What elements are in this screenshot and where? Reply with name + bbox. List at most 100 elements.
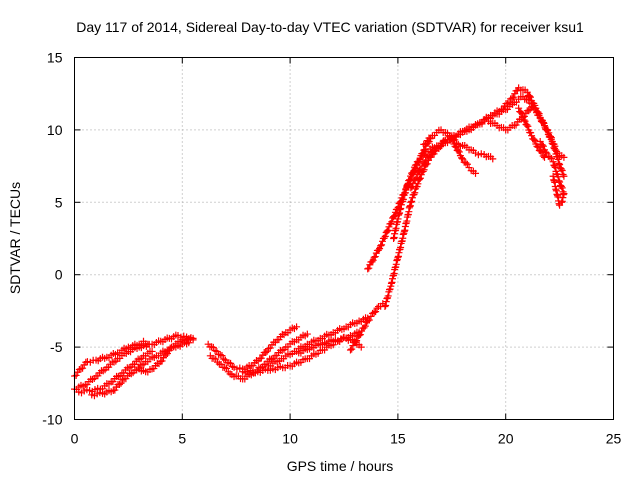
data-point <box>414 180 422 188</box>
data-point <box>536 114 544 122</box>
data-point <box>503 105 511 113</box>
data-point <box>374 246 382 254</box>
data-point <box>75 366 83 374</box>
data-point <box>458 154 466 162</box>
data-point <box>409 169 417 177</box>
plot-frame <box>74 57 614 420</box>
satellite-track-16 <box>407 93 568 192</box>
data-point <box>524 96 532 104</box>
data-point <box>218 352 226 360</box>
data-point <box>560 190 568 198</box>
data-point <box>275 336 283 344</box>
satellite-track-22 <box>549 172 568 209</box>
data-point <box>166 344 174 352</box>
satellite-track-21 <box>536 137 568 198</box>
y-tick-label: 5 <box>55 194 63 210</box>
data-point <box>365 264 373 272</box>
data-point <box>537 147 545 155</box>
satellite-track-6 <box>139 331 197 350</box>
data-point <box>539 118 547 126</box>
data-point <box>293 323 301 331</box>
data-point <box>555 159 563 167</box>
data-point <box>163 349 171 357</box>
data-point <box>364 265 372 273</box>
data-point <box>370 308 378 316</box>
data-point <box>368 258 376 266</box>
data-point <box>364 317 372 325</box>
data-point <box>446 132 454 140</box>
satellite-track-1 <box>71 337 147 380</box>
data-point <box>348 345 356 353</box>
satellite-track-20 <box>515 104 549 161</box>
data-point <box>412 161 420 169</box>
data-point <box>360 324 368 332</box>
data-point <box>415 157 423 165</box>
data-point <box>351 338 359 346</box>
data-point <box>228 363 236 371</box>
data-point <box>397 201 405 209</box>
data-point <box>373 304 381 312</box>
data-point <box>408 197 416 205</box>
y-tick-label: 15 <box>47 50 63 66</box>
data-point <box>547 133 555 141</box>
data-point <box>361 322 369 330</box>
data-point <box>353 337 361 345</box>
data-point <box>452 143 460 151</box>
data-point <box>211 347 219 355</box>
data-point <box>538 141 546 149</box>
data-point <box>533 142 541 150</box>
data-point <box>399 195 407 203</box>
data-point <box>512 121 520 129</box>
data-point <box>249 362 257 370</box>
x-tick-label: 5 <box>178 431 186 447</box>
data-point <box>522 95 530 103</box>
data-point <box>557 165 565 173</box>
data-point <box>509 93 517 101</box>
data-point <box>540 119 548 127</box>
data-point <box>266 344 274 352</box>
data-point <box>558 184 566 192</box>
x-tick-label: 15 <box>390 431 406 447</box>
data-point <box>523 121 531 129</box>
data-point <box>372 308 380 316</box>
data-point <box>523 88 531 96</box>
data-point <box>357 343 365 351</box>
satellite-track-12 <box>346 300 387 354</box>
satellite-track-3 <box>75 347 156 397</box>
data-point <box>549 158 557 166</box>
data-point <box>463 160 471 168</box>
satellite-track-4 <box>88 339 193 400</box>
data-point <box>384 226 392 234</box>
data-point <box>383 227 391 235</box>
data-point <box>553 148 561 156</box>
data-point <box>422 157 430 165</box>
data-point <box>539 142 547 150</box>
data-point <box>111 386 119 394</box>
data-point <box>518 110 526 118</box>
data-point <box>382 301 390 309</box>
data-points <box>71 84 568 400</box>
data-point <box>409 167 417 175</box>
data-point <box>462 159 470 167</box>
data-point <box>189 334 197 342</box>
data-point <box>552 146 560 154</box>
data-point <box>346 346 354 354</box>
x-tick-label: 10 <box>282 431 298 447</box>
data-point <box>262 349 270 357</box>
data-point <box>521 117 529 125</box>
data-point <box>459 155 467 163</box>
data-point <box>520 116 528 124</box>
data-point <box>380 234 388 242</box>
data-point <box>525 92 533 100</box>
data-point <box>515 104 523 112</box>
data-point <box>408 183 416 191</box>
data-point <box>548 154 556 162</box>
data-point <box>115 381 123 389</box>
data-point <box>551 163 559 171</box>
data-point <box>79 364 87 372</box>
data-point <box>378 241 386 249</box>
data-point <box>162 351 170 359</box>
data-point <box>551 162 559 170</box>
